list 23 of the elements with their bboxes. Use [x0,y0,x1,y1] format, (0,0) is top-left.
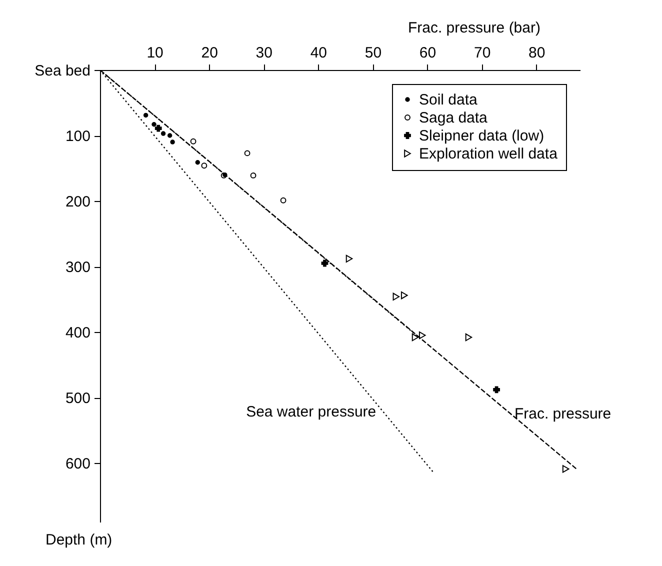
y-tick-label: 200 [65,194,90,211]
x-tick-label: 60 [419,44,436,62]
y-tick-label: Sea bed [34,62,90,80]
y-tick-label: 100 [65,128,90,146]
y-tick-label: 400 [65,324,90,342]
x-tick-label: 80 [528,44,546,62]
y-tick-label: 500 [65,390,90,408]
x-tick-label: 30 [256,44,272,62]
series-label: Sea water pressure [246,403,376,420]
y-axis-title: Depth (m) [46,532,112,548]
x-tick-label: 20 [201,44,218,62]
y-tick-label: 300 [65,259,90,276]
legend-label: Soil data [419,92,478,108]
legend-label: Saga data [419,110,488,126]
x-tick-label: 50 [364,44,382,62]
x-tick-label: 70 [474,44,491,62]
y-tick-label: 600 [65,456,90,473]
legend-label: Sleipner data (low) [419,128,544,144]
x-tick-label: 40 [310,44,328,62]
x-tick-label: 10 [146,44,164,62]
x-axis-title: Frac. pressure (bar) [408,20,540,36]
legend-label: Exploration well data [419,146,558,162]
series-label: Frac. pressure [514,406,612,423]
